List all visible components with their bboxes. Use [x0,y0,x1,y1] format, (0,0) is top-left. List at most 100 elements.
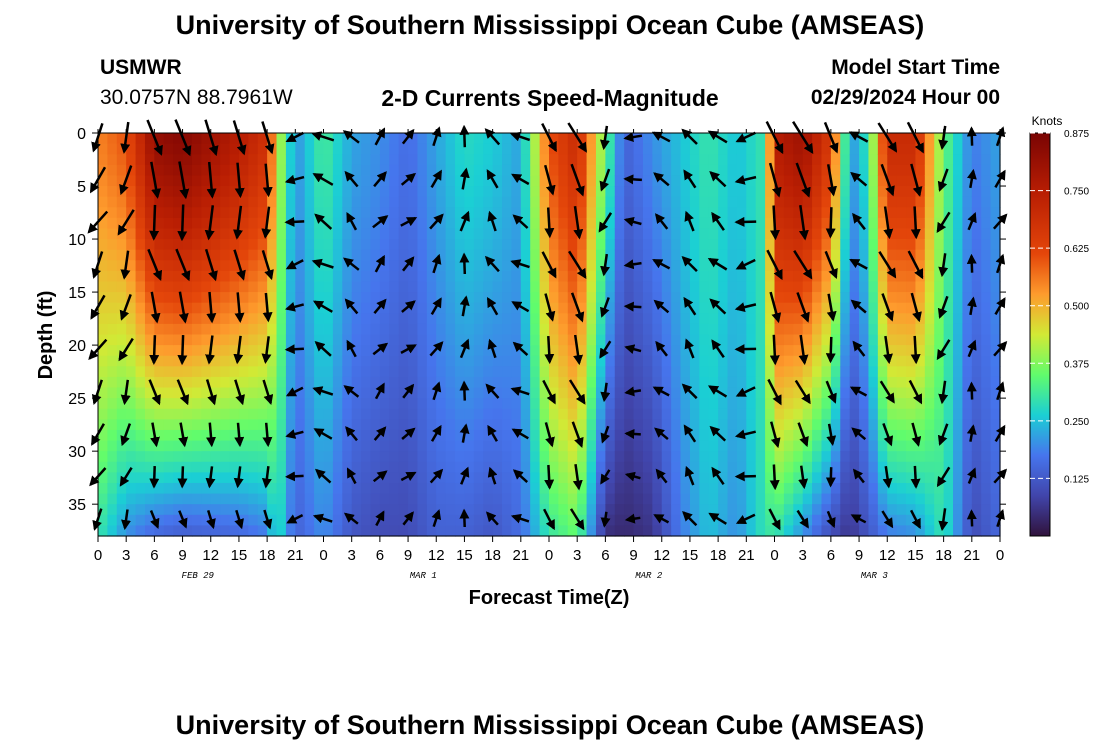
heatmap-cell [473,398,484,410]
heatmap-cell [248,429,259,442]
heatmap-cell [201,451,212,463]
heatmap-cell [971,398,982,410]
heatmap-cell [971,472,982,484]
heatmap-cell [163,302,174,314]
heatmap-cell [238,260,249,272]
heatmap-cell [812,154,823,166]
heatmap-cell [718,207,729,219]
heatmap-cell [915,408,926,420]
current-vector [431,381,442,401]
heatmap-cell [502,196,513,208]
heatmap-cell [887,408,898,420]
current-vector [176,379,190,406]
heatmap-cell [868,493,879,505]
heatmap-cell [182,302,193,314]
heatmap-cell [708,440,719,452]
heatmap-cell [473,451,484,463]
heatmap-cell [558,514,569,526]
heatmap-cell [492,313,503,325]
heatmap-cell [802,196,813,208]
heatmap-cell [107,302,118,314]
heatmap-cell [849,164,860,177]
heatmap-cell [107,313,118,325]
heatmap-cell [483,313,494,325]
heatmap-cell [689,313,700,325]
heatmap-cell [953,419,964,431]
heatmap-cell [868,302,879,314]
heatmap-cell [924,398,935,410]
current-vector [600,382,611,403]
heatmap-cell [201,376,212,389]
heatmap-cell [558,281,569,293]
heatmap-cell [746,228,757,240]
heatmap-cell [755,239,766,251]
heatmap-cell [586,376,597,389]
current-vector [910,292,922,323]
heatmap-cell [971,334,982,346]
heatmap-cell [699,207,710,219]
current-vector [826,510,836,529]
heatmap-cell [906,239,917,251]
heatmap-cell [389,323,400,336]
heatmap-cell [558,207,569,219]
heatmap-cell [614,302,625,314]
heatmap-cell [455,355,466,367]
heatmap-cell [342,270,353,283]
heatmap-cell [859,239,870,251]
heatmap-cell [774,419,785,431]
heatmap-cell [295,376,306,389]
heatmap-cell [276,260,287,272]
heatmap-cell [689,270,700,283]
heatmap-cell [877,196,888,208]
current-vector [734,174,757,185]
heatmap-cell [962,164,973,177]
heatmap-cell [971,217,982,230]
heatmap-cell [379,207,390,219]
heatmap-cell [314,408,325,420]
heatmap-cell [859,472,870,484]
heatmap-cell [595,154,606,166]
heatmap-cell [783,419,794,431]
heatmap-cell [238,451,249,463]
current-vector [311,258,334,269]
heatmap-cell [727,398,738,410]
heatmap-cell [821,164,832,177]
heatmap-cell [389,504,400,516]
heatmap-cell [661,292,672,304]
heatmap-cell [445,334,456,346]
heatmap-cell [220,366,231,378]
heatmap-cell [436,376,447,389]
heatmap-cell [351,292,362,304]
heatmap-cell [793,440,804,452]
current-vector [206,291,217,324]
heatmap-cell [511,249,522,261]
heatmap-cell [107,228,118,240]
heatmap-cell [154,239,165,251]
heatmap-cell [774,281,785,293]
heatmap-cell [812,196,823,208]
heatmap-cell [502,493,513,505]
x-tick-label: 21 [738,547,755,564]
heatmap-cell [727,461,738,473]
current-vector [431,126,442,147]
heatmap-cell [887,196,898,208]
heatmap-cell [887,376,898,389]
heatmap-cell [943,249,954,261]
heatmap-cell [924,217,935,230]
heatmap-cell [586,249,597,261]
heatmap-cell [520,440,531,452]
heatmap-cell [342,186,353,198]
current-vector [570,163,585,197]
heatmap-cell [445,482,456,495]
heatmap-cell [943,323,954,336]
heatmap-cell [990,355,1001,367]
heatmap-cell [896,196,907,208]
heatmap-cell [699,451,710,463]
heatmap-cell [98,525,108,537]
heatmap-cell [971,387,982,399]
current-vector [735,131,756,143]
heatmap-cell [539,461,550,473]
heatmap-cell [295,281,306,293]
heatmap-cell [718,355,729,367]
heatmap-cell [953,355,964,367]
